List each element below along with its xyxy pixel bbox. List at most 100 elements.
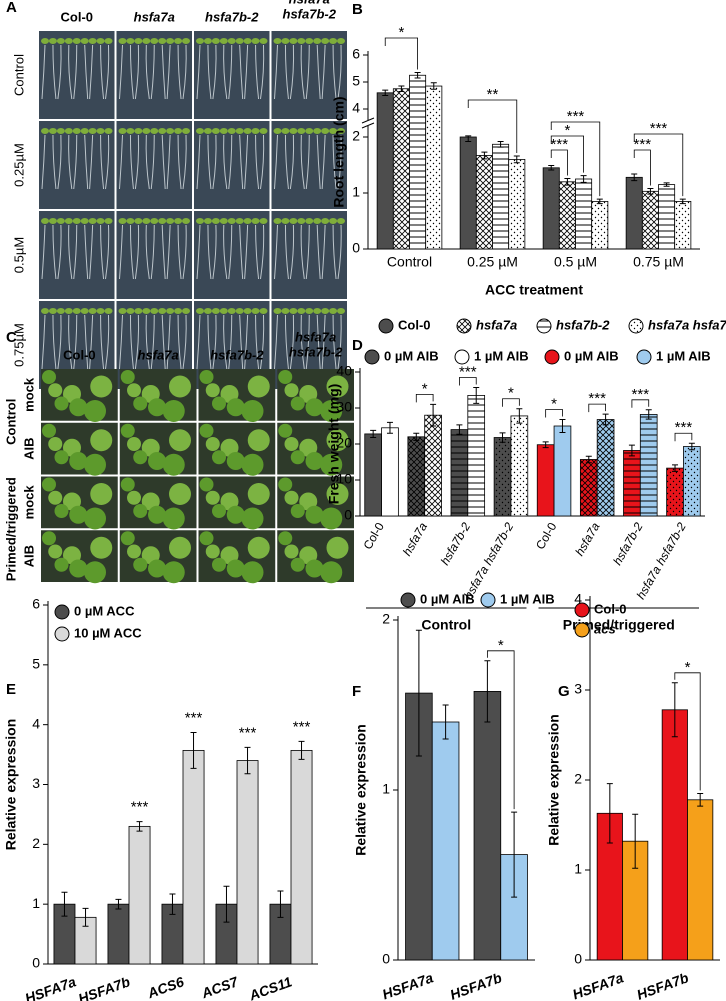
root bbox=[207, 44, 212, 100]
root bbox=[73, 224, 78, 280]
seedling bbox=[96, 308, 105, 314]
root bbox=[316, 134, 321, 190]
significance-bracket bbox=[633, 149, 651, 186]
y-tick-label: 1 bbox=[382, 781, 390, 797]
rosette bbox=[320, 453, 343, 476]
root bbox=[239, 314, 244, 370]
root bbox=[212, 224, 217, 280]
rosette bbox=[241, 453, 264, 476]
legend-label: 0 µM AIB bbox=[564, 348, 619, 363]
error-bar bbox=[542, 441, 549, 449]
significance-bracket bbox=[545, 409, 563, 418]
root bbox=[145, 44, 150, 100]
bar bbox=[425, 85, 443, 250]
rosette bbox=[199, 477, 214, 492]
rosette bbox=[247, 375, 270, 398]
x-tick-label: ACS6 bbox=[144, 973, 186, 1001]
significance-bracket bbox=[674, 432, 693, 442]
panel-label: A bbox=[6, 0, 17, 16]
significance: * bbox=[422, 380, 428, 397]
seedling bbox=[96, 38, 105, 44]
bar bbox=[450, 429, 469, 517]
rosette bbox=[305, 559, 324, 578]
root bbox=[305, 44, 310, 100]
legend-label: acs bbox=[594, 621, 616, 636]
column-label: hsfa7a bbox=[295, 329, 336, 344]
seedling bbox=[259, 128, 268, 134]
root bbox=[260, 134, 265, 190]
root bbox=[119, 44, 123, 100]
seedling bbox=[56, 38, 65, 44]
seedling bbox=[251, 308, 260, 314]
y-tick-label: 0 bbox=[32, 955, 40, 971]
legend-swatch bbox=[480, 592, 496, 608]
bar bbox=[493, 437, 512, 517]
seedling bbox=[329, 308, 338, 314]
seedling bbox=[118, 128, 127, 134]
x-tick-label: Control bbox=[387, 254, 432, 270]
row-label: Control bbox=[11, 54, 26, 96]
root bbox=[100, 44, 105, 100]
seedling bbox=[48, 218, 57, 224]
seedling bbox=[297, 308, 306, 314]
rosette bbox=[162, 453, 185, 476]
rosette bbox=[212, 557, 226, 572]
panel-label: C bbox=[6, 329, 17, 346]
error-bar bbox=[663, 182, 670, 187]
seedling bbox=[243, 38, 252, 44]
root bbox=[68, 224, 73, 280]
root bbox=[274, 134, 278, 190]
y-tick-label: 2 bbox=[574, 771, 582, 787]
bar bbox=[510, 415, 529, 517]
seedling bbox=[305, 38, 314, 44]
seedling bbox=[104, 308, 113, 314]
seedling bbox=[158, 218, 167, 224]
seedling bbox=[56, 218, 65, 224]
seedling bbox=[174, 308, 183, 314]
rosette bbox=[247, 536, 270, 559]
seedling bbox=[196, 308, 204, 314]
error-bar bbox=[564, 177, 571, 186]
bar bbox=[674, 200, 692, 250]
root bbox=[305, 314, 310, 370]
bar bbox=[687, 799, 714, 961]
seedling bbox=[142, 218, 151, 224]
y-tick-label: 2 bbox=[352, 128, 360, 144]
seedling bbox=[142, 308, 151, 314]
rosette bbox=[199, 531, 214, 546]
column-label: hsfa7b-2 bbox=[210, 347, 264, 362]
bar bbox=[409, 74, 427, 250]
rosette bbox=[290, 396, 305, 411]
root bbox=[84, 134, 89, 190]
root bbox=[321, 314, 326, 370]
root bbox=[119, 134, 123, 190]
seedling bbox=[88, 128, 97, 134]
bar bbox=[623, 450, 641, 517]
rosette bbox=[48, 383, 63, 398]
root bbox=[260, 224, 265, 280]
seedling bbox=[211, 128, 220, 134]
seedling bbox=[321, 218, 330, 224]
root bbox=[196, 134, 201, 190]
x-tick-label: Col-0 bbox=[533, 520, 560, 552]
seedling bbox=[337, 218, 345, 224]
rosette bbox=[247, 483, 270, 505]
seedling bbox=[251, 218, 260, 224]
error-bar bbox=[631, 173, 638, 182]
root bbox=[316, 314, 321, 370]
seedling bbox=[259, 308, 268, 314]
bar bbox=[236, 760, 259, 965]
column-label: Col-0 bbox=[61, 9, 94, 24]
root bbox=[289, 134, 295, 190]
legend-swatch bbox=[54, 604, 70, 620]
seedling bbox=[313, 308, 322, 314]
error-bar bbox=[645, 409, 652, 420]
bar bbox=[459, 136, 477, 250]
bar bbox=[364, 433, 382, 517]
error-bar bbox=[442, 704, 449, 740]
rosette bbox=[284, 490, 299, 505]
bar bbox=[508, 158, 526, 250]
root bbox=[134, 314, 140, 370]
rosette bbox=[326, 375, 349, 398]
y-axis-title: Root length (cm) bbox=[331, 96, 347, 207]
